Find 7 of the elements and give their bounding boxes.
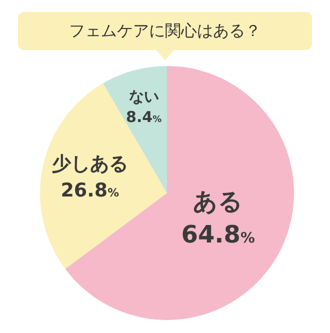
chart-title: フェムケアに関心はある？: [18, 12, 312, 50]
data-label: 8.4%: [126, 108, 162, 126]
slice-label: 少しある: [52, 152, 128, 175]
data-label: 26.8%: [60, 179, 120, 202]
slice-label: ない: [128, 87, 159, 106]
data-label: 64.8%: [181, 220, 255, 249]
slice-label: ある: [193, 187, 244, 216]
